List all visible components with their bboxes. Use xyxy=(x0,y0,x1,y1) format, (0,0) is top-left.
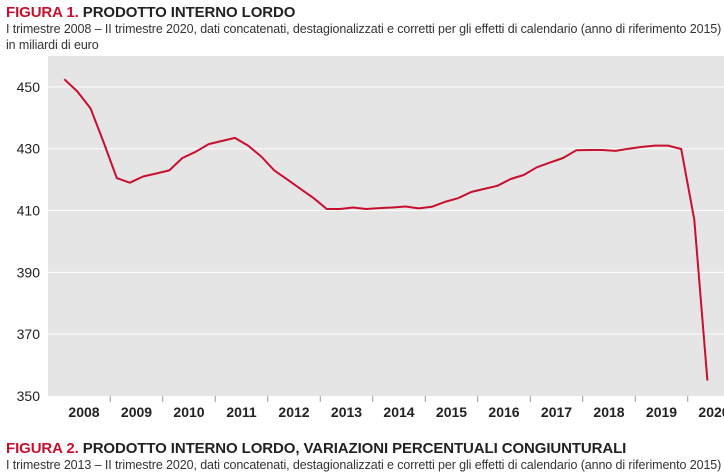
figure-1-label: FIGURA 1. xyxy=(6,4,79,21)
x-tick-label: 2011 xyxy=(226,404,257,420)
x-tick-label: 2008 xyxy=(68,404,99,420)
x-tick-label: 2017 xyxy=(541,404,572,420)
x-tick-label: 2016 xyxy=(488,404,519,420)
gdp-series-line xyxy=(63,78,709,381)
x-tick-label: 2009 xyxy=(121,404,152,420)
y-tick-label: 450 xyxy=(17,79,41,95)
figure-1-heading: PRODOTTO INTERNO LORDO xyxy=(82,4,296,21)
x-tick-label: 2015 xyxy=(436,404,467,420)
figure-1-subtitle: I trimestre 2008 – II trimestre 2020, da… xyxy=(6,22,722,36)
y-tick-label: 350 xyxy=(17,388,41,404)
figure-1-title: FIGURA 1. PRODOTTO INTERNO LORDO xyxy=(6,4,295,21)
x-tick-label: 2020 xyxy=(698,404,724,420)
gdp-line-chart: 350 370 390 410 430 450 2008 2009 2010 2011 2012 2… xyxy=(17,56,724,420)
x-tick-label: 2010 xyxy=(173,404,204,420)
x-tick-label: 2013 xyxy=(331,404,362,420)
x-tick-label: 2019 xyxy=(646,404,677,420)
y-tick-label: 430 xyxy=(17,141,41,157)
y-tick-label: 390 xyxy=(17,264,41,280)
figure-1-unit: in miliardi di euro xyxy=(6,38,99,52)
x-tick-label: 2018 xyxy=(593,404,624,420)
figure-2-subtitle: I trimestre 2013 – II trimestre 2020, da… xyxy=(6,458,722,472)
y-tick-label: 370 xyxy=(17,326,41,342)
plot-background xyxy=(48,56,724,396)
figure-2-heading: PRODOTTO INTERNO LORDO, VARIAZIONI PERCE… xyxy=(82,440,627,457)
x-tick-label: 2014 xyxy=(383,404,414,420)
figure-2-title: FIGURA 2. PRODOTTO INTERNO LORDO, VARIAZ… xyxy=(6,440,626,457)
y-tick-label: 410 xyxy=(17,203,41,219)
figure-2-label: FIGURA 2. xyxy=(6,440,79,457)
x-tick-label: 2012 xyxy=(278,404,309,420)
